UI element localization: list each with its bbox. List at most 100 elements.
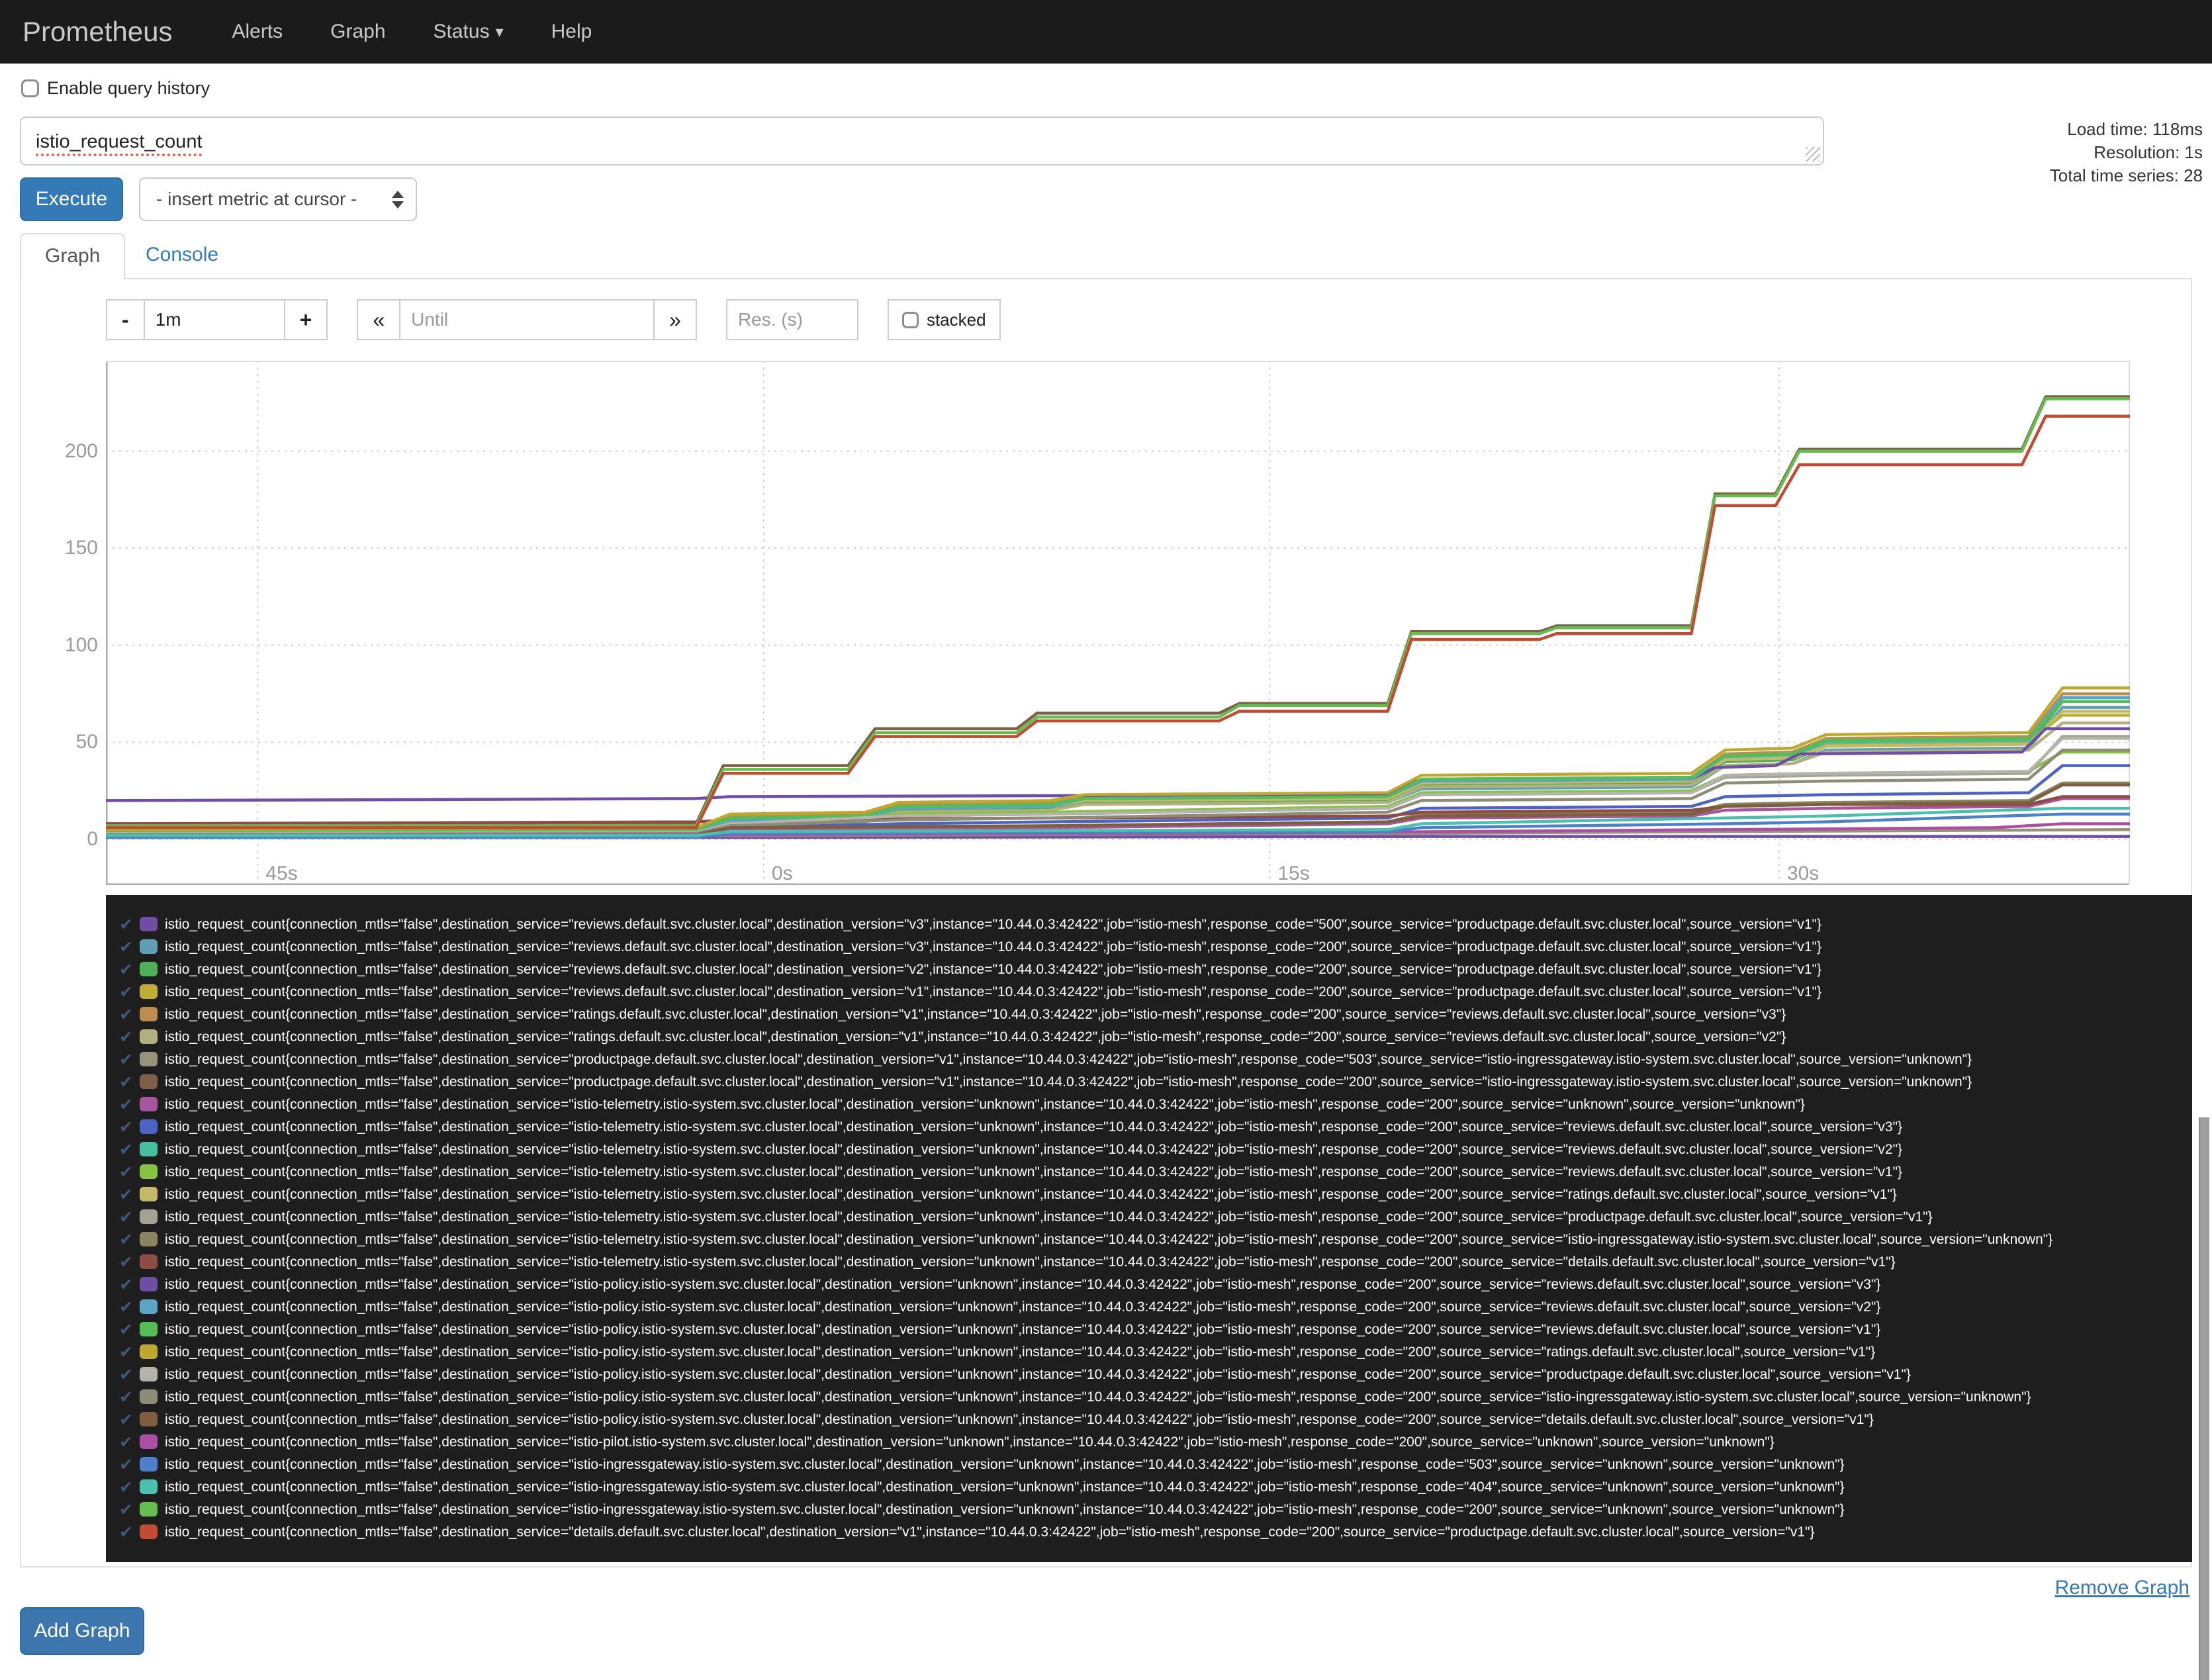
series-label: istio_request_count{connection_mtls="fal… bbox=[164, 1007, 1786, 1022]
series-enabled-check-icon[interactable]: ✔ bbox=[119, 1208, 133, 1227]
legend-item[interactable]: ✔ istio_request_count{connection_mtls="fa… bbox=[115, 1499, 2192, 1521]
y-tick-label: 50 bbox=[75, 731, 98, 753]
series-enabled-check-icon[interactable]: ✔ bbox=[119, 938, 133, 957]
legend-item[interactable]: ✔ istio_request_count{connection_mtls="fa… bbox=[115, 1454, 2192, 1476]
resolution-input[interactable] bbox=[725, 299, 858, 340]
remove-graph-link[interactable]: Remove Graph bbox=[2054, 1577, 2189, 1599]
series-enabled-check-icon[interactable]: ✔ bbox=[119, 1005, 133, 1025]
tab-graph[interactable]: Graph bbox=[20, 233, 126, 279]
series-enabled-check-icon[interactable]: ✔ bbox=[119, 1050, 133, 1070]
series-enabled-check-icon[interactable]: ✔ bbox=[119, 1411, 133, 1430]
until-input-group: « » bbox=[357, 299, 697, 340]
series-label: istio_request_count{connection_mtls="fal… bbox=[164, 1254, 1896, 1270]
insert-metric-select[interactable]: - insert metric at cursor - bbox=[139, 177, 417, 221]
query-expression-input[interactable]: istio_request_count bbox=[20, 117, 1824, 165]
series-enabled-check-icon[interactable]: ✔ bbox=[119, 1321, 133, 1340]
series-label: istio_request_count{connection_mtls="fal… bbox=[164, 984, 1822, 1000]
until-input[interactable] bbox=[400, 299, 654, 340]
chart-series-line bbox=[105, 737, 2130, 835]
query-history-checkbox[interactable] bbox=[21, 79, 39, 97]
legend-item[interactable]: ✔ istio_request_count{connection_mtls="fa… bbox=[115, 1049, 2192, 1071]
series-enabled-check-icon[interactable]: ✔ bbox=[119, 1343, 133, 1362]
legend-item[interactable]: ✔ istio_request_count{connection_mtls="fa… bbox=[115, 1251, 2192, 1274]
series-enabled-check-icon[interactable]: ✔ bbox=[119, 1298, 133, 1317]
legend-item[interactable]: ✔ istio_request_count{connection_mtls="fa… bbox=[115, 936, 2192, 958]
legend-item[interactable]: ✔ istio_request_count{connection_mtls="fa… bbox=[115, 1116, 2192, 1139]
stacked-checkbox[interactable] bbox=[901, 311, 919, 328]
series-enabled-check-icon[interactable]: ✔ bbox=[119, 960, 133, 980]
legend-item[interactable]: ✔ istio_request_count{connection_mtls="fa… bbox=[115, 1094, 2192, 1116]
add-graph-button[interactable]: Add Graph bbox=[20, 1607, 144, 1655]
legend-item[interactable]: ✔ istio_request_count{connection_mtls="fa… bbox=[115, 1364, 2192, 1386]
series-enabled-check-icon[interactable]: ✔ bbox=[119, 1231, 133, 1250]
legend-item[interactable]: ✔ istio_request_count{connection_mtls="fa… bbox=[115, 981, 2192, 1003]
range-increase-button[interactable]: + bbox=[283, 299, 328, 340]
execute-button[interactable]: Execute bbox=[20, 177, 123, 221]
series-enabled-check-icon[interactable]: ✔ bbox=[119, 1523, 133, 1542]
nav-alerts[interactable]: Alerts bbox=[232, 21, 283, 42]
series-enabled-check-icon[interactable]: ✔ bbox=[119, 1388, 133, 1407]
legend-item[interactable]: ✔ istio_request_count{connection_mtls="fa… bbox=[115, 913, 2192, 936]
nav-help[interactable]: Help bbox=[551, 21, 592, 42]
legend-item[interactable]: ✔ istio_request_count{connection_mtls="fa… bbox=[115, 1431, 2192, 1454]
legend-item[interactable]: ✔ istio_request_count{connection_mtls="fa… bbox=[115, 1274, 2192, 1296]
series-swatch bbox=[139, 1142, 158, 1156]
range-decrease-button[interactable]: - bbox=[106, 299, 145, 340]
legend-item[interactable]: ✔ istio_request_count{connection_mtls="fa… bbox=[115, 958, 2192, 981]
series-label: istio_request_count{connection_mtls="fal… bbox=[164, 962, 1822, 977]
series-label: istio_request_count{connection_mtls="fal… bbox=[164, 1367, 1911, 1382]
series-enabled-check-icon[interactable]: ✔ bbox=[119, 1118, 133, 1137]
series-enabled-check-icon[interactable]: ✔ bbox=[119, 915, 133, 935]
series-swatch bbox=[139, 1524, 158, 1539]
series-enabled-check-icon[interactable]: ✔ bbox=[119, 1141, 133, 1160]
tab-console[interactable]: Console bbox=[146, 244, 219, 265]
resize-grip-icon[interactable] bbox=[1806, 147, 1820, 162]
series-enabled-check-icon[interactable]: ✔ bbox=[119, 1478, 133, 1497]
caret-down-icon: ▾ bbox=[495, 23, 504, 41]
legend-item[interactable]: ✔ istio_request_count{connection_mtls="fa… bbox=[115, 1521, 2192, 1544]
series-enabled-check-icon[interactable]: ✔ bbox=[119, 1456, 133, 1475]
legend-item[interactable]: ✔ istio_request_count{connection_mtls="fa… bbox=[115, 1139, 2192, 1161]
range-input[interactable] bbox=[144, 299, 284, 340]
legend-item[interactable]: ✔ istio_request_count{connection_mtls="fa… bbox=[115, 1071, 2192, 1094]
app-brand[interactable]: Prometheus bbox=[23, 16, 173, 47]
series-enabled-check-icon[interactable]: ✔ bbox=[119, 1253, 133, 1272]
legend-item[interactable]: ✔ istio_request_count{connection_mtls="fa… bbox=[115, 1026, 2192, 1049]
series-enabled-check-icon[interactable]: ✔ bbox=[119, 1028, 133, 1047]
chart-series-line bbox=[106, 806, 2130, 837]
series-enabled-check-icon[interactable]: ✔ bbox=[119, 1163, 133, 1182]
query-history-row: Enable query history bbox=[21, 78, 210, 99]
legend-item[interactable]: ✔ istio_request_count{connection_mtls="fa… bbox=[115, 1386, 2192, 1409]
query-history-label: Enable query history bbox=[47, 78, 210, 98]
time-back-button[interactable]: « bbox=[357, 299, 401, 340]
series-enabled-check-icon[interactable]: ✔ bbox=[119, 1073, 133, 1092]
legend-item[interactable]: ✔ istio_request_count{connection_mtls="fa… bbox=[115, 1161, 2192, 1184]
insert-metric-select-value: - insert metric at cursor - bbox=[156, 189, 357, 209]
legend-item[interactable]: ✔ istio_request_count{connection_mtls="fa… bbox=[115, 1206, 2192, 1229]
legend-item[interactable]: ✔ istio_request_count{connection_mtls="fa… bbox=[115, 1003, 2192, 1026]
page-scrollbar[interactable] bbox=[2199, 1117, 2209, 1680]
series-swatch bbox=[139, 1502, 158, 1517]
legend-item[interactable]: ✔ istio_request_count{connection_mtls="fa… bbox=[115, 1476, 2192, 1499]
legend-item[interactable]: ✔ istio_request_count{connection_mtls="fa… bbox=[115, 1184, 2192, 1206]
legend-item[interactable]: ✔ istio_request_count{connection_mtls="fa… bbox=[115, 1409, 2192, 1431]
series-label: istio_request_count{connection_mtls="fal… bbox=[164, 1322, 1881, 1337]
series-label: istio_request_count{connection_mtls="fal… bbox=[164, 1164, 1903, 1180]
range-input-group: - + bbox=[106, 299, 328, 340]
legend-item[interactable]: ✔ istio_request_count{connection_mtls="fa… bbox=[115, 1341, 2192, 1364]
series-enabled-check-icon[interactable]: ✔ bbox=[119, 1276, 133, 1295]
legend-item[interactable]: ✔ istio_request_count{connection_mtls="fa… bbox=[115, 1319, 2192, 1341]
nav-status[interactable]: Status ▾ bbox=[433, 21, 504, 42]
nav-graph[interactable]: Graph bbox=[330, 21, 386, 42]
series-enabled-check-icon[interactable]: ✔ bbox=[119, 1501, 133, 1520]
legend-item[interactable]: ✔ istio_request_count{connection_mtls="fa… bbox=[115, 1229, 2192, 1251]
x-tick-label: 15s bbox=[1277, 863, 1310, 884]
series-enabled-check-icon[interactable]: ✔ bbox=[119, 983, 133, 1002]
series-enabled-check-icon[interactable]: ✔ bbox=[119, 1096, 133, 1115]
series-enabled-check-icon[interactable]: ✔ bbox=[119, 1366, 133, 1385]
time-forward-button[interactable]: » bbox=[653, 299, 697, 340]
series-enabled-check-icon[interactable]: ✔ bbox=[119, 1186, 133, 1205]
series-enabled-check-icon[interactable]: ✔ bbox=[119, 1433, 133, 1452]
legend-item[interactable]: ✔ istio_request_count{connection_mtls="fa… bbox=[115, 1296, 2192, 1319]
chart-area[interactable]: 45s 0s 15s 30s bbox=[105, 361, 2131, 886]
